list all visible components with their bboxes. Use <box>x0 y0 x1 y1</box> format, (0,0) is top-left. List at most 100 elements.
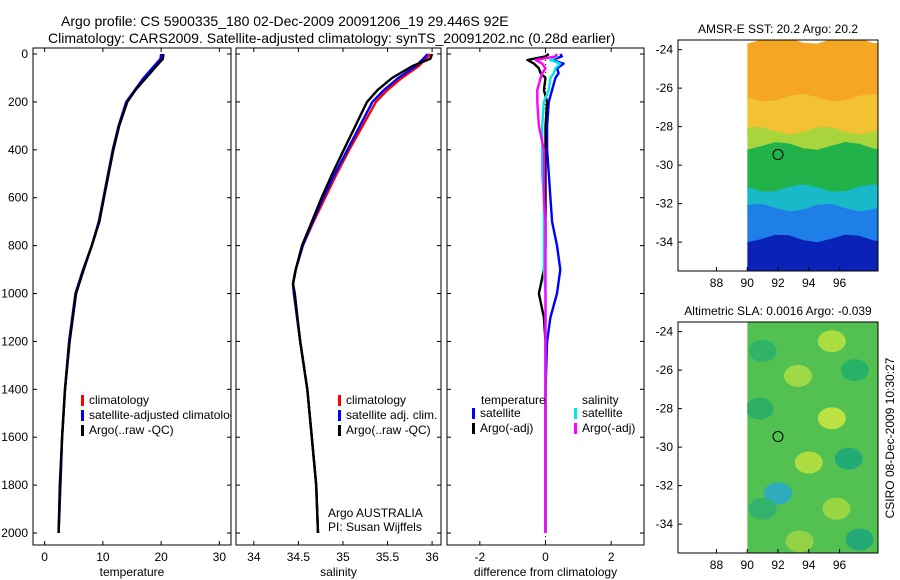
side-timestamp-label: CSIRO 08-Dec-2009 10:30:27 <box>883 357 897 518</box>
y-tick-label: 1600 <box>1 430 28 444</box>
y-tick-label: -26 <box>656 81 674 95</box>
x-tick-label: 36 <box>425 550 439 564</box>
y-tick-label: 1200 <box>1 334 28 348</box>
y-tick-label: 400 <box>8 143 28 157</box>
legend-swatch <box>472 408 475 419</box>
legend-title-temperature: temperature <box>481 393 546 407</box>
y-tick-label: -28 <box>656 120 674 134</box>
legend-label: climatology <box>89 393 149 407</box>
x-axis-label: difference from climatology <box>474 565 617 579</box>
legend-label: Argo(-adj) <box>480 421 533 435</box>
x-tick-label: 34 <box>247 550 261 564</box>
series-line-climatology <box>57 53 165 534</box>
legend-label: Argo(..raw -QC) <box>346 423 431 437</box>
sla-blob <box>817 330 846 353</box>
sst-map-frame <box>677 39 879 272</box>
sla-blob <box>747 397 774 420</box>
sla-blob <box>748 497 777 520</box>
x-tick-label: 90 <box>741 558 755 572</box>
legend-label: Argo(-adj) <box>582 421 635 435</box>
legend-swatch <box>338 410 341 421</box>
x-tick-label: 0 <box>542 550 549 564</box>
legend-swatch <box>574 408 577 419</box>
legend-swatch <box>338 425 341 436</box>
y-tick-label: -24 <box>656 43 674 57</box>
argo-float-marker <box>772 431 784 443</box>
x-axis-label: temperature <box>100 565 165 579</box>
map-image <box>747 322 878 553</box>
legend-title-salinity: salinity <box>582 393 619 407</box>
legend-label: satellite adj. clim. <box>346 408 437 422</box>
sla-blob <box>845 528 874 551</box>
x-tick-label: 96 <box>833 558 847 572</box>
annotation-line: Argo AUSTRALIA <box>328 506 423 520</box>
y-tick-label: 1000 <box>1 287 28 301</box>
x-tick-label: 90 <box>741 276 755 290</box>
temperature-frame <box>32 47 232 546</box>
y-tick-label: -34 <box>656 235 674 249</box>
legend-swatch <box>338 395 341 406</box>
sst-band <box>747 203 878 245</box>
y-tick-label: -28 <box>656 402 674 416</box>
figure-title-line2: Climatology: CARS2009. Satellite-adjuste… <box>48 30 616 46</box>
legend-label: satellite <box>480 406 521 420</box>
series-line-argo-raw-qc <box>57 53 165 534</box>
difference-from-climatology-frame <box>446 47 645 546</box>
x-tick-label: 2 <box>608 550 615 564</box>
sla-map-frame <box>677 321 879 554</box>
map-title: AMSR-E SST: 20.2 Argo: 20.2 <box>698 22 858 36</box>
sst-band <box>747 40 878 104</box>
x-tick-label: 30 <box>213 550 227 564</box>
series-line-satellite-adjusted-climatology <box>57 53 163 534</box>
y-tick-label: 800 <box>8 239 28 253</box>
y-tick-label: -34 <box>656 517 674 531</box>
map-image <box>747 40 878 271</box>
y-tick-label: 600 <box>8 191 28 205</box>
x-tick-label: 88 <box>710 558 724 572</box>
series-line-salinity-argo-adj <box>534 53 558 533</box>
y-tick-label: -24 <box>656 325 674 339</box>
sla-blob <box>817 407 846 430</box>
salinity-frame <box>235 47 442 546</box>
x-tick-label: 94 <box>802 276 816 290</box>
salinity-panel: 34 34.5 35 35.5 36 salinity <box>236 48 441 579</box>
argo-float-marker <box>772 149 784 161</box>
figure-title-line1: Argo profile: CS 5900335_180 02-Dec-2009… <box>61 13 509 29</box>
y-tick-label: -30 <box>656 158 674 172</box>
sla-blob <box>840 359 869 382</box>
x-axis-label: salinity <box>320 565 357 579</box>
sla-blob <box>822 497 851 520</box>
sst-band <box>747 93 878 137</box>
x-tick-label: -2 <box>474 550 485 564</box>
x-tick-label: 92 <box>771 276 785 290</box>
x-tick-label: 88 <box>710 276 724 290</box>
legend-label: Argo(..raw -QC) <box>89 423 174 437</box>
x-tick-label: 92 <box>771 558 785 572</box>
legend-swatch <box>574 423 577 434</box>
sla-blob <box>748 339 777 362</box>
map-title: Altimetric SLA: 0.0016 Argo: -0.039 <box>684 304 872 318</box>
x-tick-label: 94 <box>802 558 816 572</box>
legend-difference: temperature salinitysatelliteArgo(-adj)sa… <box>472 393 635 435</box>
sst-band <box>747 234 878 271</box>
sla-blob <box>764 482 792 505</box>
x-tick-label: 20 <box>154 550 168 564</box>
sla-blob <box>784 364 812 387</box>
x-tick-label: 10 <box>96 550 110 564</box>
y-tick-label: -26 <box>656 363 674 377</box>
y-tick-label: 2000 <box>1 526 28 540</box>
x-tick-label: 96 <box>833 276 847 290</box>
series-line-temperature-satellite <box>544 53 565 533</box>
sla-map-panel: 88 90 92 94 96 -24 -26 -28 -30 -32 -34 Altimetric S… <box>656 304 878 572</box>
y-tick-label: 1400 <box>1 382 28 396</box>
x-tick-label: 34.5 <box>287 550 311 564</box>
legend-swatch <box>81 395 84 406</box>
y-tick-label: -32 <box>656 479 674 493</box>
sst-band <box>747 142 878 195</box>
x-tick-label: 0 <box>41 550 48 564</box>
legend-label: climatology <box>346 393 406 407</box>
